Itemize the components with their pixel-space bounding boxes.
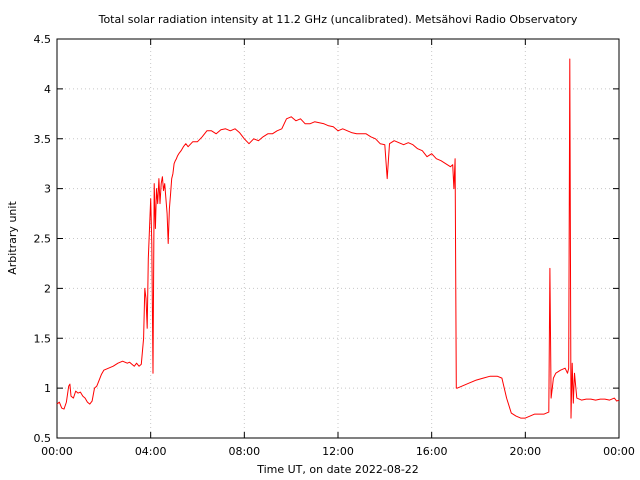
x-tick-label: 12:00 bbox=[322, 445, 354, 458]
axis-ticks bbox=[56, 38, 620, 439]
x-tick-label: 16:00 bbox=[416, 445, 448, 458]
x-tick-labels: 00:00 04:00 08:00 12:00 16:00 20:00 00:00 bbox=[41, 445, 635, 458]
y-tick-label: 1.5 bbox=[34, 332, 52, 345]
y-tick-label: 3 bbox=[44, 183, 51, 196]
series-line bbox=[56, 58, 620, 419]
grid bbox=[57, 39, 619, 438]
y-tick-label: 0.5 bbox=[34, 432, 52, 445]
x-tick-label: 04:00 bbox=[135, 445, 167, 458]
x-tick-label: 00:00 bbox=[603, 445, 635, 458]
y-tick-label: 2.5 bbox=[34, 233, 52, 246]
x-tick-label: 20:00 bbox=[509, 445, 541, 458]
series-layer bbox=[56, 58, 620, 419]
y-tick-label: 4.5 bbox=[34, 33, 52, 46]
y-tick-label: 3.5 bbox=[34, 133, 52, 146]
chart-title: Total solar radiation intensity at 11.2 … bbox=[98, 13, 578, 26]
y-tick-label: 4 bbox=[44, 83, 51, 96]
x-axis-label: Time UT, on date 2022-08-22 bbox=[256, 463, 419, 476]
y-axis-label: Arbitrary unit bbox=[6, 201, 19, 275]
y-tick-label: 1 bbox=[44, 382, 51, 395]
y-tick-labels: 0.5 1 1.5 2 2.5 3 3.5 4 4.5 bbox=[34, 33, 52, 445]
x-tick-label: 08:00 bbox=[228, 445, 260, 458]
x-tick-label: 00:00 bbox=[41, 445, 73, 458]
y-tick-label: 2 bbox=[44, 282, 51, 295]
